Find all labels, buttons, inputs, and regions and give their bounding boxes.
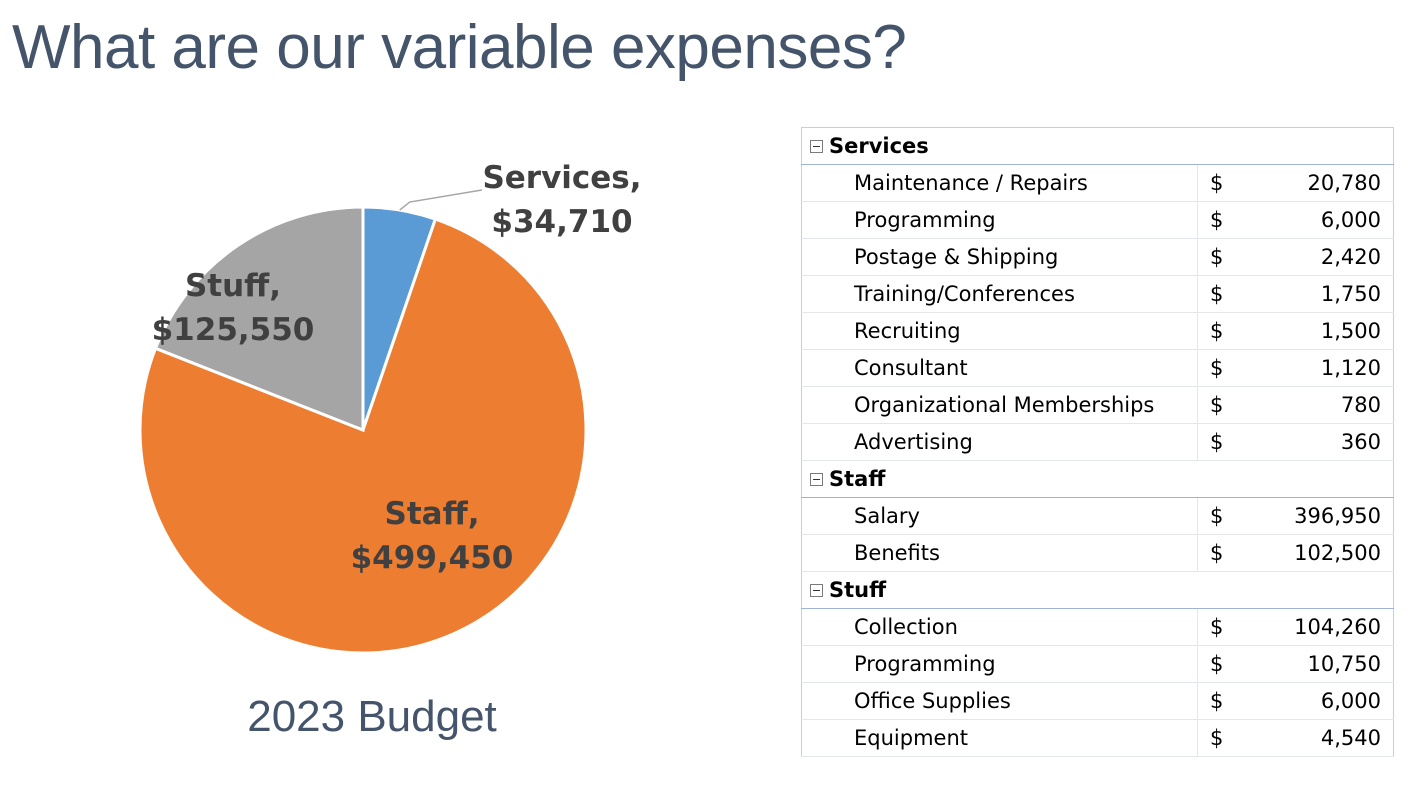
item-label: Postage & Shipping [854,245,1059,269]
item-label-cell: Organizational Memberships [801,386,1198,424]
item-amount: 780 [1250,386,1394,424]
currency-symbol: $ [1197,386,1250,424]
item-label-cell: Programming [801,645,1198,683]
table-row: Recruiting $1,500 [801,312,1394,350]
item-amount: 1,750 [1250,275,1394,313]
data-label-value: $34,710 [491,204,632,240]
data-label-category: Stuff, [185,268,281,304]
table-row: Salary $396,950 [801,497,1394,535]
item-label: Programming [854,208,996,232]
currency-symbol: $ [1197,682,1250,720]
table-row: Collection $104,260 [801,608,1394,646]
item-label: Maintenance / Repairs [854,171,1088,195]
item-label-cell: Consultant [801,349,1198,387]
data-label-stuff: Stuff, $125,550 [152,268,315,348]
item-label: Collection [854,615,958,639]
item-amount: 10,750 [1250,645,1394,683]
data-label-staff: Staff, $499,450 [351,496,514,576]
item-label-cell: Benefits [801,534,1198,572]
table-row: Postage & Shipping $2,420 [801,238,1394,276]
data-label-value: $125,550 [152,312,315,348]
collapse-minus-icon[interactable] [810,139,823,153]
item-label-cell: Training/Conferences [801,275,1198,313]
group-header-cell: Stuff [801,571,1394,609]
group-label: Staff [829,467,886,492]
group-label: Services [829,134,929,159]
currency-symbol: $ [1197,423,1250,461]
item-label-cell: Equipment [801,719,1198,757]
group-row-services: Services [801,127,1394,165]
group-row-staff: Staff [801,460,1394,498]
item-amount: 1,120 [1250,349,1394,387]
item-amount: 20,780 [1250,164,1394,202]
currency-symbol: $ [1197,201,1250,239]
item-amount: 4,540 [1250,719,1394,757]
item-amount: 6,000 [1250,201,1394,239]
data-label-value: $499,450 [351,540,514,576]
leader-line [399,189,483,211]
item-amount: 1,500 [1250,312,1394,350]
table-row: Programming $10,750 [801,645,1394,683]
item-label-cell: Programming [801,201,1198,239]
data-label-services: Services, $34,710 [482,160,641,240]
pie-chart: Services, $34,710 Staff, $499,450 Stuff, $125… [138,160,642,655]
table-row: Office Supplies $6,000 [801,682,1394,720]
collapse-minus-icon[interactable] [810,583,823,597]
group-header-cell: Staff [801,460,1394,498]
item-label: Organizational Memberships [854,393,1155,417]
pie-slice-stuff [153,205,365,433]
item-label-cell: Maintenance / Repairs [801,164,1198,202]
item-label: Equipment [854,726,968,750]
item-label-cell: Salary [801,497,1198,535]
table-row: Benefits $102,500 [801,534,1394,572]
item-label: Programming [854,652,996,676]
item-label-cell: Office Supplies [801,682,1198,720]
group-label: Stuff [829,578,887,603]
item-amount: 102,500 [1250,534,1394,572]
data-label-category: Staff, [385,496,480,532]
item-label: Benefits [854,541,940,565]
item-label: Recruiting [854,319,961,343]
slide-title: What are our variable expenses? [12,13,907,82]
pie-slice-staff [138,217,588,655]
currency-symbol: $ [1197,719,1250,757]
item-label: Advertising [854,430,973,454]
currency-symbol: $ [1197,645,1250,683]
table-row: Training/Conferences $1,750 [801,275,1394,313]
table-row: Consultant $1,120 [801,349,1394,387]
item-amount: 6,000 [1250,682,1394,720]
currency-symbol: $ [1197,164,1250,202]
data-label-category: Services, [482,160,641,196]
table-row: Maintenance / Repairs $20,780 [801,164,1394,202]
item-label: Salary [854,504,920,528]
currency-symbol: $ [1197,534,1250,572]
currency-symbol: $ [1197,275,1250,313]
item-amount: 104,260 [1250,608,1394,646]
item-amount: 396,950 [1250,497,1394,535]
item-label: Office Supplies [854,689,1011,713]
chart-caption: 2023 Budget [247,692,497,741]
table-row: Organizational Memberships $780 [801,386,1394,424]
expense-pivot-table: Services Maintenance / Repairs $20,780 Prog… [801,127,1394,757]
collapse-minus-icon[interactable] [810,472,823,486]
item-label-cell: Advertising [801,423,1198,461]
group-header-cell: Services [801,127,1394,165]
item-label-cell: Collection [801,608,1198,646]
item-label-cell: Recruiting [801,312,1198,350]
item-amount: 2,420 [1250,238,1394,276]
currency-symbol: $ [1197,312,1250,350]
item-label: Consultant [854,356,968,380]
item-label: Training/Conferences [854,282,1075,306]
item-amount: 360 [1250,423,1394,461]
table-row: Equipment $4,540 [801,719,1394,757]
currency-symbol: $ [1197,238,1250,276]
item-label-cell: Postage & Shipping [801,238,1198,276]
table-row: Advertising $360 [801,423,1394,461]
currency-symbol: $ [1197,349,1250,387]
group-row-stuff: Stuff [801,571,1394,609]
currency-symbol: $ [1197,608,1250,646]
currency-symbol: $ [1197,497,1250,535]
table-row: Programming $6,000 [801,201,1394,239]
